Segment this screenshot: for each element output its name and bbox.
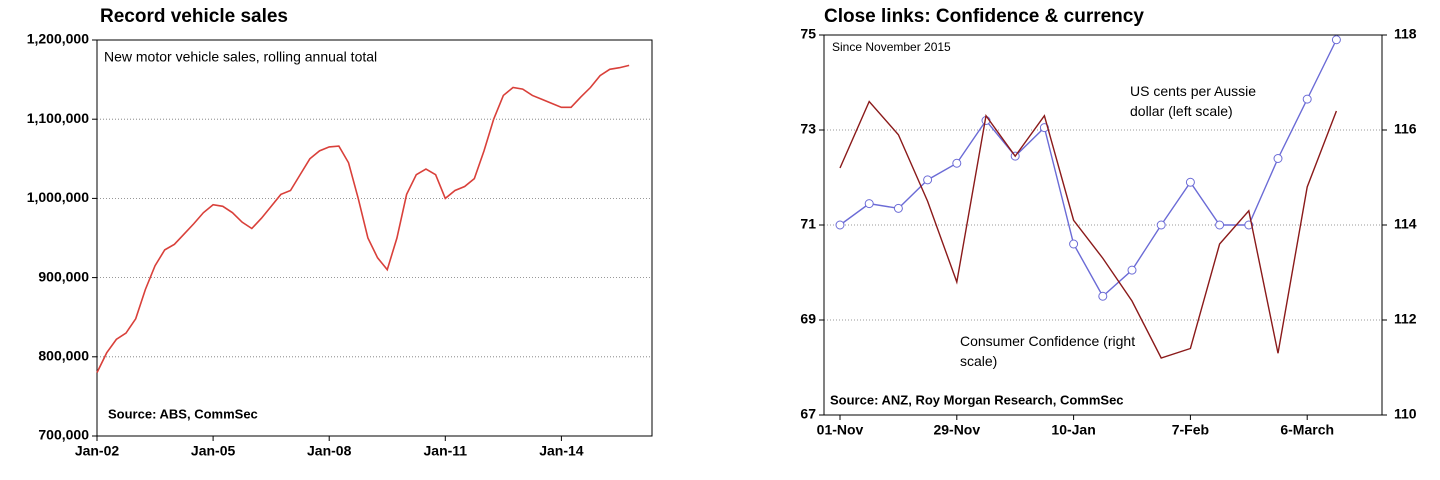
- point-marker: [1156, 220, 1166, 230]
- chart-title: Record vehicle sales: [100, 6, 288, 27]
- point-marker: [835, 220, 845, 230]
- series-label: Consumer Confidence (right scale): [960, 333, 1136, 369]
- plot-frame: [823, 34, 1383, 416]
- x-tick-label: 7-Feb: [1172, 422, 1209, 438]
- y-tick-label: 1,200,000: [27, 31, 89, 47]
- y2-tick-label: 112: [1394, 311, 1417, 327]
- point-marker: [1302, 94, 1312, 104]
- x-tick-label: Jan-05: [191, 443, 236, 459]
- point-marker: [1185, 177, 1195, 187]
- x-tick-label: Jan-14: [539, 443, 584, 459]
- y2-tick-label: 114: [1394, 216, 1417, 232]
- series-line: [96, 64, 630, 373]
- y2-tick-label: 116: [1394, 121, 1417, 137]
- point-marker: [893, 203, 903, 213]
- y-tick-label: 67: [800, 406, 816, 422]
- point-marker: [1273, 154, 1283, 163]
- y-tick-label: 71: [800, 216, 816, 232]
- y-tick-label: 69: [800, 311, 816, 327]
- series-label: US cents per Aussie dollar (left scale): [1130, 83, 1257, 119]
- x-tick-label: 01-Nov: [817, 422, 864, 438]
- y-tick-label: 700,000: [38, 427, 89, 443]
- y2-tick-label: 118: [1394, 26, 1417, 42]
- point-marker: [952, 158, 962, 168]
- point-marker: [1127, 265, 1137, 275]
- plot-frame: [96, 39, 653, 437]
- x-tick-label: Jan-11: [424, 443, 468, 459]
- x-tick-label: Jan-02: [75, 443, 120, 459]
- x-tick-label: 10-Jan: [1051, 422, 1095, 438]
- annotation: New motor vehicle sales, rolling annual …: [104, 49, 377, 65]
- series-line: [839, 39, 1338, 298]
- point-marker: [1215, 220, 1225, 230]
- point-marker: [1331, 35, 1341, 45]
- x-tick-label: Jan-08: [307, 443, 352, 459]
- x-tick-label: 29-Nov: [933, 422, 980, 438]
- chart-title: Close links: Confidence & currency: [824, 6, 1144, 27]
- point-marker: [923, 175, 933, 185]
- point-marker: [864, 199, 874, 209]
- y-tick-label: 1,000,000: [27, 189, 89, 205]
- y2-tick-label: 110: [1394, 406, 1417, 422]
- source: Source: ANZ, Roy Morgan Research, CommSe…: [830, 392, 1124, 407]
- y-tick-label: 800,000: [38, 348, 89, 364]
- y-tick-label: 1,100,000: [27, 110, 89, 126]
- y-tick-label: 900,000: [38, 268, 89, 284]
- y-tick-label: 75: [800, 26, 816, 42]
- x-tick-label: 6-March: [1280, 422, 1334, 438]
- y-tick-label: 73: [800, 121, 816, 137]
- annotation: Since November 2015: [832, 40, 951, 54]
- source: Source: ABS, CommSec: [108, 406, 258, 421]
- point-marker: [1098, 291, 1108, 301]
- series-line: [839, 100, 1338, 359]
- point-marker: [1069, 239, 1079, 249]
